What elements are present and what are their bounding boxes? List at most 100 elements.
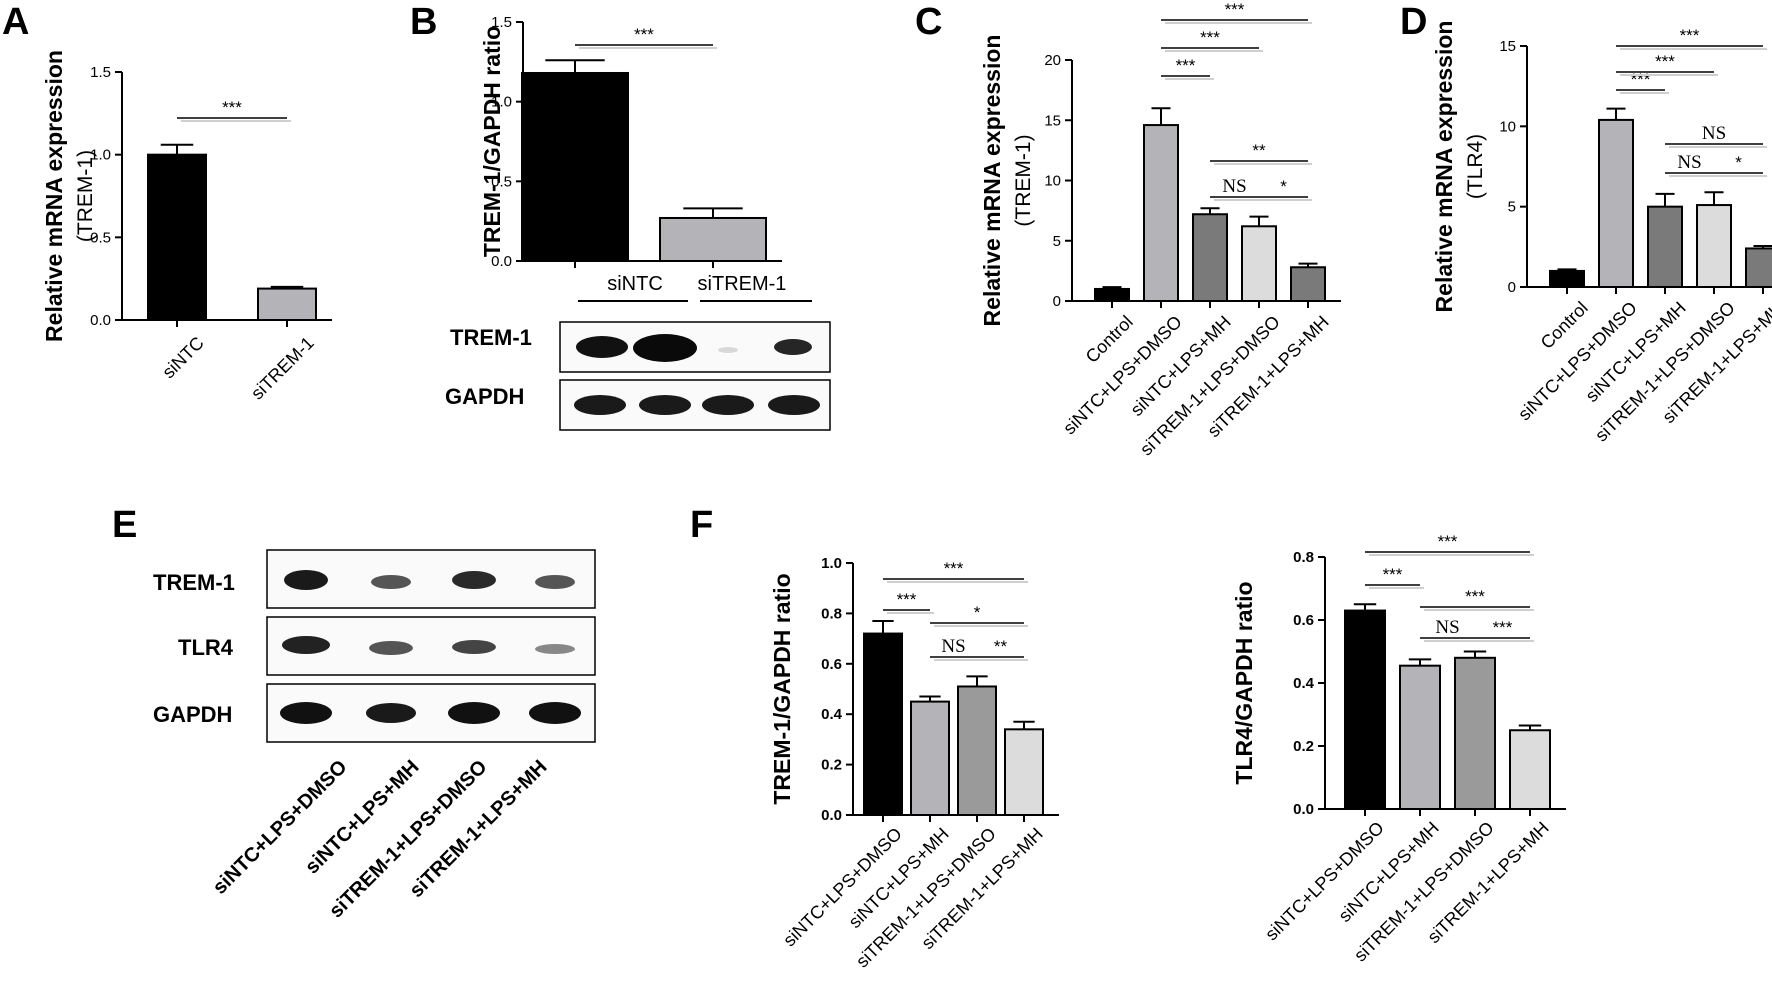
y-tick-label: 20 — [1044, 52, 1061, 69]
y-tick-label: 15 — [1044, 112, 1061, 129]
y-tick-label: 0 — [1508, 279, 1516, 296]
y-tick-label: 5 — [1053, 233, 1061, 250]
y-tick-label: 0.6 — [1293, 612, 1314, 629]
y-tick-label: 1.5 — [90, 64, 111, 81]
significance-label: *** — [1176, 56, 1196, 75]
bar — [1745, 247, 1772, 289]
x-tick-label: siTREM-1 — [247, 333, 318, 404]
bar — [957, 685, 997, 816]
y-tick-label: 0.0 — [1293, 801, 1314, 818]
blot-band — [639, 395, 691, 415]
bar — [1399, 664, 1441, 810]
significance-label: *** — [1493, 618, 1513, 637]
significance-label: *** — [1200, 28, 1220, 47]
bar — [1509, 729, 1551, 810]
blot-band — [448, 702, 500, 724]
bar — [1241, 225, 1277, 302]
bar — [521, 71, 629, 262]
x-tick-label: siNTC — [158, 333, 207, 382]
y-tick-label: 0.5 — [491, 173, 512, 190]
y-tick-label: 5 — [1508, 199, 1516, 216]
y-tick-label: 15 — [1499, 38, 1516, 55]
blot-band — [535, 644, 575, 654]
significance-label: *** — [222, 98, 242, 117]
significance-label: *** — [897, 590, 917, 609]
y-axis-label: Relative mRNA expression — [41, 50, 67, 342]
blot-band — [369, 641, 413, 655]
bar — [1143, 124, 1179, 302]
y-tick-label: 0.8 — [1293, 549, 1314, 566]
blot-e-row-label: TLR4 — [178, 635, 234, 660]
y-axis-sublabel: (TREM-1) — [1012, 134, 1035, 226]
y-tick-label: 1.0 — [90, 147, 111, 164]
blot-band — [280, 702, 332, 724]
blot-band — [702, 395, 754, 415]
significance-label: ** — [1252, 141, 1266, 160]
y-axis-label: TREM-1/GAPDH ratio — [769, 573, 795, 804]
blot-band — [535, 575, 575, 589]
bar — [1344, 609, 1386, 810]
blot-band — [576, 336, 628, 358]
significance-label: * — [974, 603, 981, 622]
blot-b-group-sintc: siNTC — [607, 273, 663, 295]
y-tick-label: 10 — [1499, 118, 1516, 135]
significance-label: * — [1735, 153, 1742, 172]
bar — [1598, 118, 1634, 289]
y-tick-label: 0.0 — [491, 253, 512, 270]
blot-band — [371, 575, 411, 589]
blot-band — [529, 702, 581, 724]
blot-b-group-sitrem1: siTREM-1 — [698, 273, 787, 295]
blot-b-row-label: GAPDH — [445, 384, 524, 409]
chart-f-right: 0.0 0.2 0.4 0.6 0.8 TLR4/GAPDH ratio siNTC+LPS… — [1231, 532, 1566, 966]
significance-label: NS — [1677, 152, 1701, 173]
y-tick-label: 0.6 — [821, 656, 842, 673]
blot-band — [574, 395, 626, 415]
significance-label: *** — [1225, 0, 1245, 19]
bar — [910, 700, 950, 816]
bar — [1549, 269, 1585, 288]
y-axis-label: Relative mRNA expression — [1431, 21, 1457, 313]
blot-band — [633, 334, 697, 362]
chart-c: 0 5 10 15 20 Relative mRNA expression (TREM-1)… — [979, 0, 1341, 460]
blot-band — [452, 571, 496, 589]
y-tick-label: 0.0 — [90, 312, 111, 329]
significance-label: *** — [1383, 565, 1403, 584]
y-axis-label: Relative mRNA expression — [979, 35, 1005, 327]
significance-label: NS — [1702, 123, 1726, 144]
significance-label: NS — [941, 636, 965, 657]
bar — [147, 153, 207, 321]
significance-label: *** — [1465, 587, 1485, 606]
y-tick-label: 1.0 — [821, 555, 842, 572]
y-tick-label: 1.0 — [491, 94, 512, 111]
y-tick-label: 0.0 — [821, 807, 842, 824]
blot-band — [774, 339, 812, 355]
significance-label: ** — [994, 637, 1008, 656]
blot-e-lane-label: siNTC+LPS+DMSO — [209, 756, 352, 899]
x-tick-label: siNTC+LPS+MH — [1335, 818, 1443, 926]
significance-label: * — [1280, 177, 1287, 196]
bar — [863, 632, 903, 816]
panel-letter-e: E — [112, 504, 137, 546]
significance-label: *** — [1631, 70, 1651, 89]
panel-letter-a: A — [2, 1, 29, 43]
panel-letter-b: B — [410, 1, 437, 43]
y-axis-label: TLR4/GAPDH ratio — [1231, 581, 1257, 784]
bar — [1192, 213, 1228, 303]
significance-label: NS — [1435, 617, 1459, 638]
y-tick-label: 0 — [1053, 293, 1061, 310]
y-tick-label: 0.5 — [90, 229, 111, 246]
y-tick-label: 0.4 — [1293, 675, 1315, 692]
significance-label: *** — [1438, 532, 1458, 551]
significance-label: *** — [1680, 26, 1700, 45]
blot-band — [366, 703, 416, 723]
bar — [1290, 266, 1326, 303]
blot-b-row-label: TREM-1 — [450, 325, 532, 350]
significance-label: NS — [1222, 176, 1246, 197]
y-tick-label: 0.8 — [821, 605, 842, 622]
bar — [1696, 204, 1732, 288]
blot-band — [718, 347, 738, 353]
bar — [1647, 205, 1683, 289]
blot-band — [284, 570, 328, 590]
